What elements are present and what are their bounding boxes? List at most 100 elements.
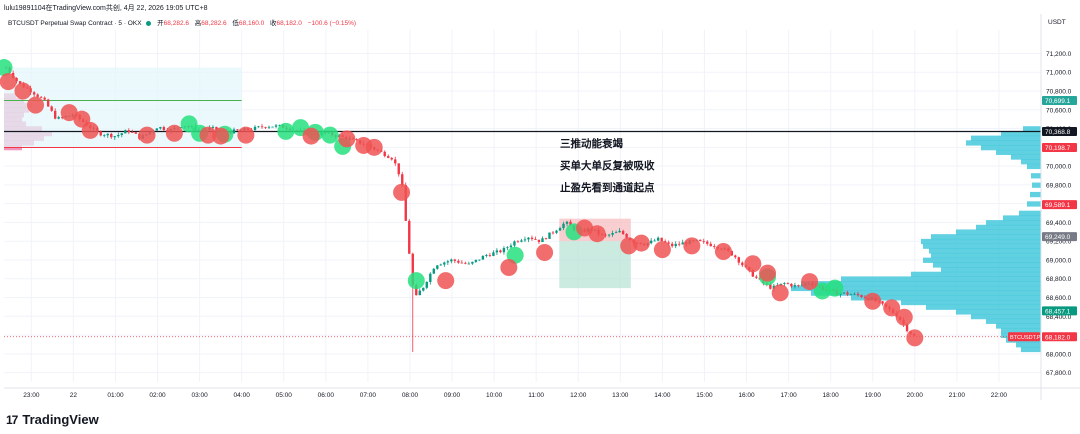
candle-bullish: [485, 255, 488, 257]
volume-profile-bar: [971, 313, 1041, 320]
candle-bullish: [211, 126, 215, 128]
volume-profile-bar: [921, 238, 1041, 245]
candle-bullish: [257, 126, 260, 128]
candle-bearish: [236, 129, 239, 131]
volume-profile-bar: [986, 318, 1041, 324]
candle-bearish: [264, 127, 267, 128]
change-value: −100.6 (−0.15%): [307, 20, 357, 27]
price-badge: [1042, 332, 1077, 342]
candle-bearish: [18, 81, 22, 84]
candle-bearish: [134, 132, 138, 134]
candle-bullish: [425, 281, 428, 288]
volume-profile-bar: [1001, 130, 1041, 137]
candle-bullish: [842, 292, 846, 294]
time-tick-label: 18:00: [823, 392, 840, 399]
price-tick-label: 68,600.0: [1046, 295, 1072, 302]
annotation-text[interactable]: 三推动能衰竭 买单大单反复被吸收 止盈先看到通道起点: [560, 137, 655, 203]
candle-bullish: [853, 293, 856, 295]
bearish-marker: [883, 299, 901, 317]
bearish-marker: [365, 138, 383, 156]
bearish-marker: [27, 96, 45, 114]
candle-bearish: [53, 110, 57, 119]
volume-profile-bar: [911, 271, 1041, 277]
price-tick-label: 68,000.0: [1046, 351, 1072, 358]
price-axis[interactable]: 71,200.071,000.070,800.070,600.070,400.0…: [1008, 14, 1077, 400]
volume-profile-bar: [811, 290, 1041, 296]
candle-bearish: [110, 133, 113, 138]
volume-profile-bar: [901, 299, 1041, 306]
symbol-name[interactable]: BTCUSDT Perpetual Swap Contract · 5 · OK…: [8, 20, 142, 27]
candle-bearish: [881, 301, 884, 304]
candle-bullish: [467, 263, 471, 265]
tradingview-logo[interactable]: 17 TradingView: [6, 412, 99, 427]
candle-bearish: [401, 174, 404, 186]
candle-bullish: [267, 126, 271, 128]
volume-profile-bar: [923, 243, 1041, 249]
candle-bearish: [530, 237, 534, 240]
candle-bullish: [548, 232, 551, 239]
candle-bullish: [502, 248, 506, 253]
candle-bearish: [464, 262, 467, 264]
bearish-marker: [302, 127, 320, 145]
time-axis[interactable]: 23:00 22 01:00 02:00 03:00 04:00 05:00 06:00 07:…: [4, 387, 1080, 399]
candle-bearish: [751, 270, 755, 277]
time-tick-label: 16:00: [738, 392, 755, 399]
candle-bullish: [474, 259, 478, 262]
volume-profile-bar: [933, 262, 1041, 268]
volume-profile-bar: [801, 281, 1041, 287]
price-badge: [1042, 95, 1077, 105]
candle-bearish: [537, 239, 541, 243]
candle-bearish: [408, 220, 411, 254]
candle-bearish: [856, 293, 860, 296]
time-tick-label: 22:00: [991, 392, 1008, 399]
candle-bearish: [786, 283, 790, 284]
candle-bullish: [253, 126, 257, 130]
candle-bullish: [649, 240, 653, 244]
candle-bearish: [667, 242, 670, 244]
bearish-marker: [906, 329, 924, 347]
volume-profile-bar: [941, 267, 1041, 273]
candle-bullish: [656, 237, 660, 241]
currency-label[interactable]: USDT: [1048, 19, 1066, 26]
bearish-marker: [393, 183, 411, 201]
time-tick-label: 11:00: [528, 392, 544, 399]
candle-bullish: [422, 287, 425, 291]
candle-bearish: [713, 246, 716, 248]
candle-bullish: [57, 117, 60, 119]
candle-bearish: [260, 126, 264, 128]
open-label: 开: [157, 20, 164, 27]
candle-bullish: [113, 136, 116, 138]
candle-bearish: [457, 260, 460, 263]
time-tick-label: 02:00: [149, 392, 166, 399]
price-badge-label: 70,699.1: [1045, 98, 1071, 105]
candle-bearish: [741, 262, 744, 266]
candle-bullish: [495, 250, 499, 253]
bullish-marker: [407, 272, 425, 290]
candle-bullish: [120, 133, 123, 135]
candle-bullish: [653, 240, 656, 242]
candle-bullish: [450, 259, 453, 262]
candle-bullish: [124, 130, 127, 134]
candle-bullish: [558, 228, 562, 231]
candle-bearish: [99, 131, 102, 136]
candle-bullish: [443, 262, 446, 265]
candle-bullish: [432, 268, 436, 274]
candle-bullish: [446, 261, 450, 263]
candle-bearish: [846, 292, 849, 295]
close-value: 68,182.0: [276, 20, 302, 27]
candle-bearish: [702, 241, 705, 242]
symbol-legend[interactable]: BTCUSDT Perpetual Swap Contract · 5 · OK…: [8, 17, 356, 27]
candle-bearish: [162, 127, 166, 131]
time-tick-label: 23:00: [23, 392, 40, 399]
candle-bullish: [849, 294, 853, 296]
last-price-tag-label: BTCUSDT.P: [1010, 335, 1041, 341]
price-tick-label: 70,600.0: [1046, 107, 1072, 114]
bearish-marker: [801, 273, 819, 291]
take-profit-zone: [559, 241, 631, 289]
time-tick-label: 06:00: [318, 392, 335, 399]
volume-profile-right: [791, 126, 1041, 353]
volume-profile-bar: [926, 304, 1041, 310]
candle-bearish: [734, 255, 737, 258]
candle-bullish: [159, 127, 162, 129]
